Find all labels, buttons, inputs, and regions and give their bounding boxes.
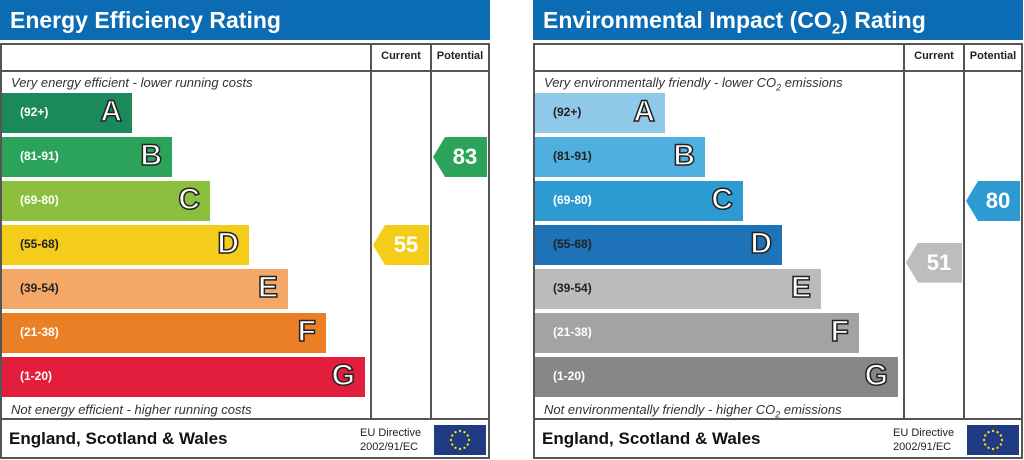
- directive-number: 2002/91/EC: [893, 441, 952, 453]
- band-range: (1-20): [553, 369, 586, 383]
- band-range: (39-54): [553, 281, 592, 295]
- top-caption: Very energy efficient - lower running co…: [11, 75, 253, 90]
- eu-directive: EU Directive 2002/91/EC: [360, 426, 421, 454]
- region-label: England, Scotland & Wales: [542, 429, 761, 448]
- current-column-header: Current: [914, 50, 954, 62]
- band-letter: C: [178, 182, 201, 217]
- band-letter: E: [257, 270, 279, 305]
- band-d: (55-68) D: [535, 225, 782, 265]
- band-a: (92+) A: [535, 93, 665, 133]
- band-b: (81-91) B: [535, 137, 705, 177]
- eu-directive: EU Directive 2002/91/EC: [893, 426, 954, 454]
- directive-label: EU Directive: [893, 427, 955, 439]
- band-letter: A: [100, 94, 123, 129]
- band-f: (21-38) F: [2, 313, 326, 353]
- band-range: (69-80): [20, 193, 59, 207]
- band-range: (81-91): [20, 149, 59, 163]
- bottom-caption: Not energy efficient - higher running co…: [11, 402, 252, 417]
- band-letter: G: [864, 358, 889, 393]
- band-c: (69-80) C: [535, 181, 743, 221]
- band-range: (92+): [553, 105, 582, 119]
- potential-rating-arrow: 83: [433, 137, 487, 177]
- band-letter: A: [633, 94, 656, 129]
- top-caption: Very environmentally friendly - lower CO…: [544, 75, 843, 93]
- band-d: (55-68) D: [2, 225, 249, 265]
- current-column-header: Current: [381, 50, 421, 62]
- bottom-caption: Not environmentally friendly - higher CO…: [544, 402, 842, 420]
- band-range: (81-91): [553, 149, 592, 163]
- band-range: (21-38): [553, 325, 592, 339]
- energy-efficiency-panel: Energy Efficiency Rating Current Potenti…: [0, 0, 490, 460]
- band-range: (55-68): [20, 237, 59, 251]
- panel-title: Environmental Impact (CO2) Rating: [533, 0, 1023, 40]
- band-f: (21-38) F: [535, 313, 859, 353]
- panel-title: Energy Efficiency Rating: [0, 0, 490, 40]
- band-range: (92+): [20, 105, 49, 119]
- current-rating-arrow: 55: [373, 225, 429, 265]
- band-letter: C: [711, 182, 734, 217]
- band-letter: F: [830, 314, 850, 349]
- band-e: (39-54) E: [2, 269, 288, 309]
- band-c: (69-80) C: [2, 181, 210, 221]
- band-g: (1-20) G: [2, 357, 365, 397]
- band-letter: D: [217, 226, 240, 261]
- eu-flag-icon: [967, 425, 1019, 455]
- rating-table: Current Potential Very energy efficient …: [0, 43, 490, 459]
- rating-table: Current Potential Very environmentally f…: [533, 43, 1023, 459]
- band-range: (21-38): [20, 325, 59, 339]
- environmental-impact-panel: Environmental Impact (CO2) Rating Curren…: [533, 0, 1023, 460]
- band-letter: G: [331, 358, 356, 393]
- band-range: (1-20): [20, 369, 53, 383]
- eu-flag-icon: [434, 425, 486, 455]
- potential-column-header: Potential: [436, 50, 484, 62]
- directive-label: EU Directive: [360, 427, 422, 439]
- band-a: (92+) A: [2, 93, 132, 133]
- region-label: England, Scotland & Wales: [9, 429, 228, 448]
- band-letter: E: [790, 270, 812, 305]
- band-range: (39-54): [20, 281, 59, 295]
- band-g: (1-20) G: [535, 357, 898, 397]
- band-range: (55-68): [553, 237, 592, 251]
- band-e: (39-54) E: [535, 269, 821, 309]
- band-b: (81-91) B: [2, 137, 172, 177]
- band-letter: B: [140, 138, 163, 173]
- band-letter: D: [750, 226, 773, 261]
- potential-column-header: Potential: [969, 50, 1017, 62]
- band-letter: F: [297, 314, 317, 349]
- potential-rating-arrow: 80: [966, 181, 1020, 221]
- current-rating-arrow: 51: [906, 242, 962, 283]
- band-letter: B: [673, 138, 696, 173]
- directive-number: 2002/91/EC: [360, 441, 419, 453]
- band-range: (69-80): [553, 193, 592, 207]
